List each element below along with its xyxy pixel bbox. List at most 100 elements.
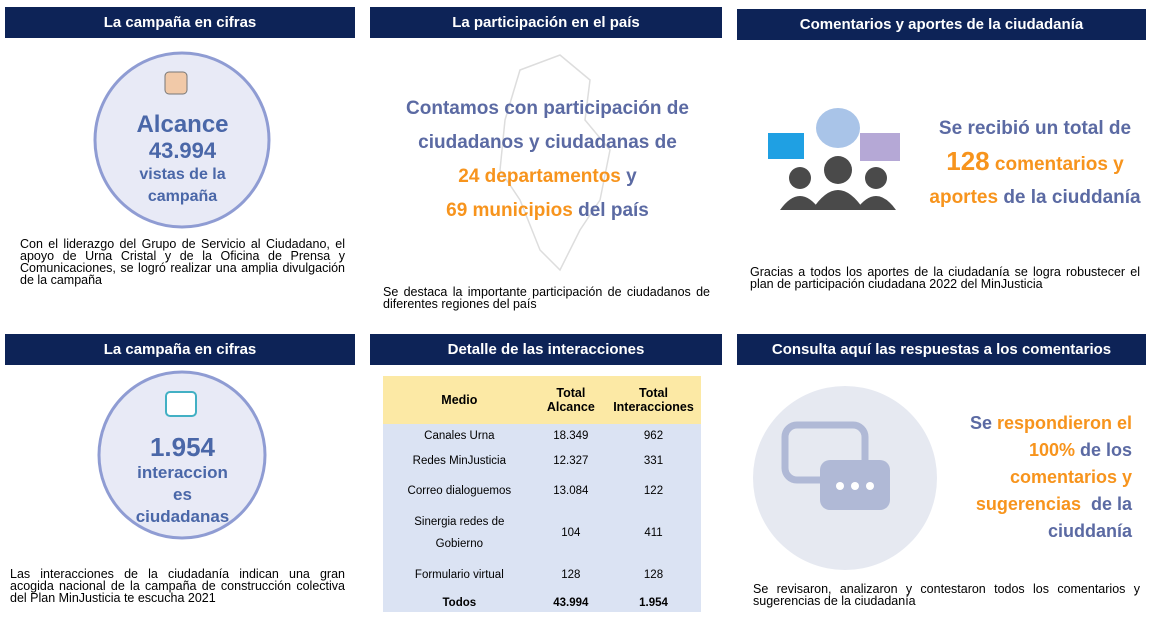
people-icon <box>780 156 896 210</box>
table-cell: 104 <box>561 527 581 539</box>
text-line: 1.954 <box>95 432 270 462</box>
text-segment: Alcance <box>136 111 229 138</box>
table-cell: Canales Urna <box>424 430 495 442</box>
table-panel: Medio Total Alcance Total Interacciones Can… <box>383 376 701 612</box>
text-line: interaccion <box>95 462 270 484</box>
table-cell: Redes MinJusticia <box>412 455 506 467</box>
text-line: 128 comentarios y <box>915 143 1151 183</box>
text-segment: ciudadanos y ciudadanas de <box>418 132 677 153</box>
text-segment: de la <box>1080 494 1132 514</box>
text-segment: 1.954 <box>149 432 216 462</box>
text-segment: 43.994 <box>148 138 217 163</box>
text-segment: 128 <box>946 146 990 176</box>
paragraph: Gracias a todos los aportes de la ciudad… <box>750 265 1140 291</box>
text-line: ciudadanas <box>95 506 270 528</box>
text-line: Se recibió un total de <box>915 115 1151 143</box>
panel-title: La participación en el país <box>370 7 722 38</box>
table-row: Redes MinJusticia 12.327 331 <box>383 448 701 474</box>
table-row: Canales Urna 18.349 962 <box>383 424 701 448</box>
text-line: Se respondieron el <box>905 410 1132 437</box>
text-line: vistas de la <box>95 164 270 186</box>
text-segment: aportes <box>929 187 999 208</box>
text-segment: y <box>620 166 637 187</box>
icon <box>164 71 188 95</box>
table-cell: 128 <box>643 569 664 581</box>
text-line: aportes de la ciuddanía <box>915 183 1151 213</box>
highlight-text: Contamos con participación de ciudadanos … <box>375 92 720 228</box>
table-cell: 13.084 <box>553 485 589 497</box>
table-cell: 18.349 <box>553 430 589 442</box>
text-segment: ciuddanía <box>1047 521 1132 541</box>
highlight-text: Alcance 43.994 vistas de la campaña <box>95 112 270 208</box>
map-outline <box>499 54 611 272</box>
table-cell: Sinergia redes de Gobierno <box>414 516 505 550</box>
text-line: 43.994 <box>95 138 270 164</box>
text-line: comentarios y <box>905 464 1132 491</box>
text-segment: 24 departamentos <box>458 166 621 187</box>
text-line: 24 departamentos y <box>375 160 720 194</box>
panel-title: Consulta aquí las respuestas a los comen… <box>737 334 1146 365</box>
text-segment: de la ciuddanía <box>998 187 1141 208</box>
text-segment: 100% <box>1028 440 1075 460</box>
table-cell: 331 <box>643 455 664 467</box>
text-line: ciudadanos y ciudadanas de <box>375 126 720 160</box>
table-cell: 411 <box>644 527 663 539</box>
text-segment: Se recibió un total de <box>938 118 1132 139</box>
text-segment: ciudadanas <box>135 507 230 526</box>
paragraph: Con el liderazgo del Grupo de Servicio a… <box>20 237 345 287</box>
table-row: Formulario virtual 128 128 <box>383 558 701 592</box>
table-cell: 122 <box>643 485 664 497</box>
text-segment: interaccion <box>137 463 228 482</box>
text-line: es <box>95 484 270 506</box>
table: Medio Total Alcance Total Interacciones Can… <box>383 376 701 614</box>
text-line: campaña <box>95 186 270 208</box>
table-cell: 1.954 <box>639 597 668 609</box>
bubble <box>860 133 900 161</box>
table-cell: Todos <box>442 597 477 609</box>
text-segment: respondieron el <box>991 413 1132 433</box>
table-cell: 12.327 <box>553 455 589 467</box>
highlight-text: 1.954 interaccion es ciudadanas <box>95 432 270 528</box>
header-row: Medio Total Alcance Total Interacciones <box>383 376 701 424</box>
text-segment: del país <box>572 200 649 221</box>
text-segment: Contamos con participación de <box>406 98 689 119</box>
panel-title: La campaña en cifras <box>5 7 355 38</box>
text-line: sugerencias de la <box>905 491 1132 518</box>
table-row: Sinergia redes de Gobierno 104 411 <box>383 508 701 558</box>
table-cell: Formulario virtual <box>414 569 504 581</box>
text-line: 100% de los <box>905 437 1132 464</box>
table-cell: Correo dialoguemos <box>407 485 512 497</box>
text-segment: es <box>173 485 192 504</box>
panel-title: Comentarios y aportes de la ciudadanía <box>737 9 1146 40</box>
table-row: Todos 43.994 1.954 <box>383 592 701 614</box>
text-segment: 69 municipios <box>446 200 573 221</box>
table-cell: 43.994 <box>553 597 589 609</box>
circle <box>97 370 267 540</box>
paragraph: Las interacciones de la ciudadanía indic… <box>10 567 345 605</box>
header-cell: Total Interacciones <box>613 386 694 414</box>
table-cell: 962 <box>643 430 664 442</box>
text-segment: Se <box>969 413 992 433</box>
paragraph: Se revisaron, analizaron y contestaron t… <box>753 582 1140 608</box>
text-segment: sugerencias <box>975 494 1081 514</box>
text-line: Alcance <box>95 112 270 138</box>
icon <box>165 391 197 417</box>
text-line: ciuddanía <box>905 518 1132 545</box>
circle <box>93 51 271 229</box>
paragraph: Se destaca la importante participación d… <box>383 285 710 311</box>
bubble <box>768 133 804 159</box>
text-line: Contamos con participación de <box>375 92 720 126</box>
header-cell: Total Alcance <box>546 386 595 414</box>
text-segment: campaña <box>147 188 218 205</box>
text-segment: vistas de la <box>139 166 226 183</box>
text-segment: comentarios y <box>989 154 1124 175</box>
panel-title: La campaña en cifras <box>5 334 355 365</box>
text-segment: de los <box>1074 440 1132 460</box>
table-cell: 128 <box>561 569 581 581</box>
panel-title: Detalle de las interacciones <box>370 334 722 365</box>
bubble <box>816 108 860 148</box>
text-segment: comentarios y <box>1009 467 1132 487</box>
